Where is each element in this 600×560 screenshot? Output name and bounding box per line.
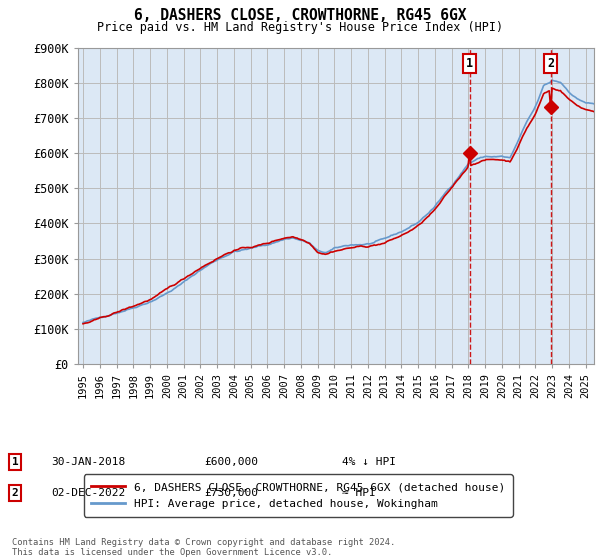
Text: Price paid vs. HM Land Registry's House Price Index (HPI): Price paid vs. HM Land Registry's House … [97,21,503,34]
Text: 1: 1 [466,57,473,70]
Text: 30-JAN-2018: 30-JAN-2018 [51,457,125,467]
Text: 1: 1 [11,457,19,467]
Legend: 6, DASHERS CLOSE, CROWTHORNE, RG45 6GX (detached house), HPI: Average price, det: 6, DASHERS CLOSE, CROWTHORNE, RG45 6GX (… [83,474,512,517]
Text: 2: 2 [547,57,554,70]
Bar [470,48,551,364]
Text: 6, DASHERS CLOSE, CROWTHORNE, RG45 6GX: 6, DASHERS CLOSE, CROWTHORNE, RG45 6GX [134,8,466,24]
Text: 4% ↓ HPI: 4% ↓ HPI [342,457,396,467]
Text: 2: 2 [11,488,19,498]
Text: Contains HM Land Registry data © Crown copyright and database right 2024.
This d: Contains HM Land Registry data © Crown c… [12,538,395,557]
Text: £600,000: £600,000 [204,457,258,467]
Text: ≈ HPI: ≈ HPI [342,488,376,498]
Text: 02-DEC-2022: 02-DEC-2022 [51,488,125,498]
Text: £730,000: £730,000 [204,488,258,498]
